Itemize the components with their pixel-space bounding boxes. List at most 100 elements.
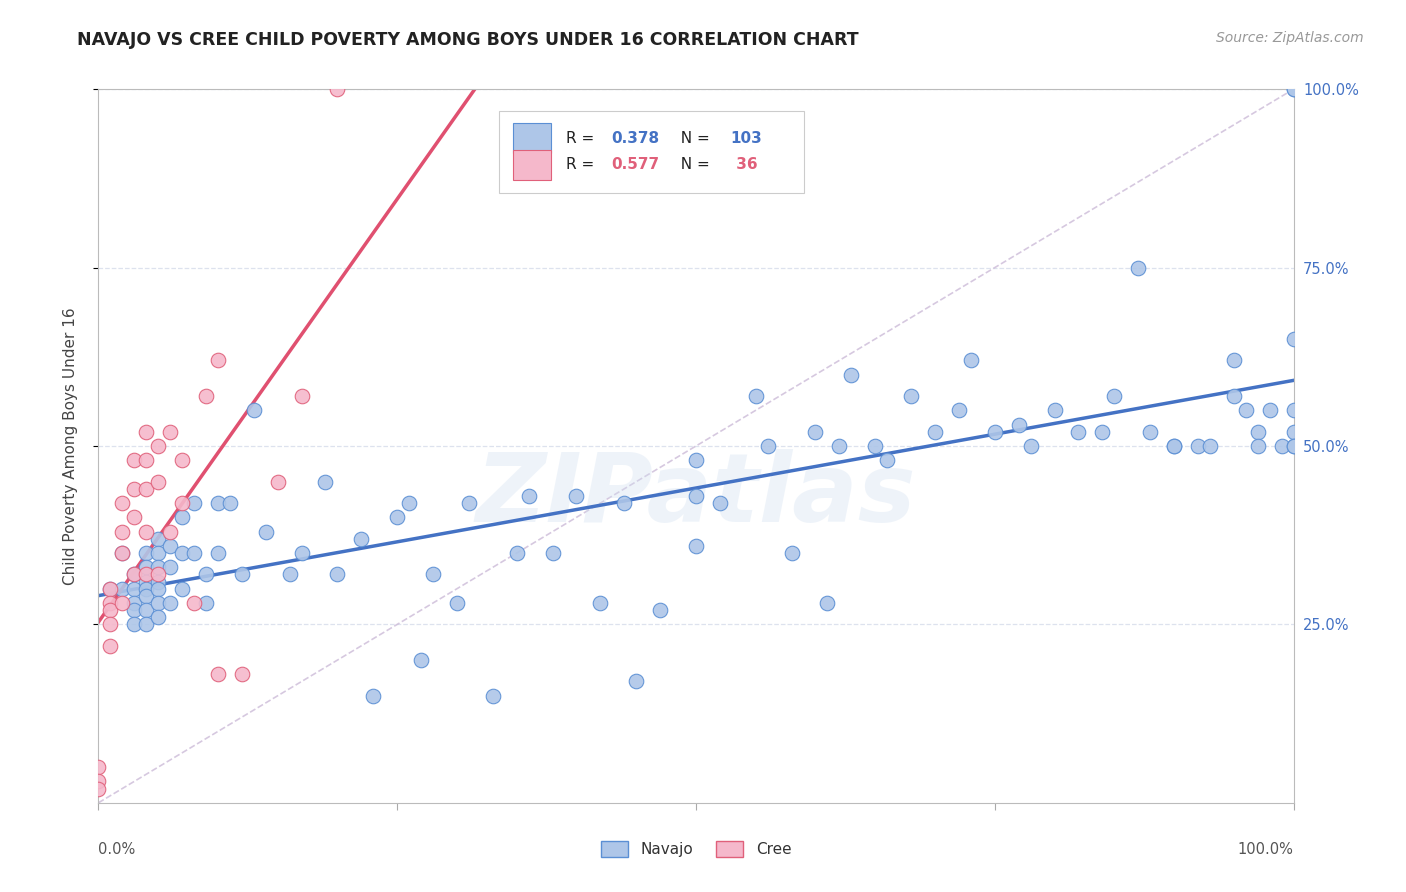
Point (159, 524, 181, 539)
Point (1067, 425, 1090, 439)
Point (98, 617, 122, 632)
Point (135, 603, 157, 617)
FancyBboxPatch shape (499, 111, 804, 193)
Point (159, 425, 181, 439)
Point (1271, 439, 1294, 453)
Point (876, 453, 898, 467)
Point (1163, 439, 1185, 453)
Point (278, 567, 301, 582)
Point (148, 582, 170, 596)
Text: N =: N = (671, 131, 714, 146)
Point (326, 82, 349, 96)
Point (135, 617, 157, 632)
Point (1008, 417, 1031, 432)
Point (291, 389, 314, 403)
Point (326, 567, 349, 582)
Point (98, 582, 122, 596)
Point (1282, 425, 1305, 439)
Point (111, 582, 134, 596)
Point (159, 560, 181, 574)
Text: Source: ZipAtlas.com: Source: ZipAtlas.com (1216, 31, 1364, 45)
Point (756, 439, 779, 453)
Point (148, 532, 170, 546)
Point (135, 582, 157, 596)
Point (111, 546, 134, 560)
Point (350, 532, 373, 546)
Point (1223, 389, 1246, 403)
Point (1282, 82, 1305, 96)
Point (148, 567, 170, 582)
Point (1282, 82, 1305, 96)
Point (172, 510, 194, 524)
Point (1091, 425, 1114, 439)
Text: N =: N = (671, 157, 714, 172)
Point (148, 560, 170, 574)
Point (124, 582, 146, 596)
Point (315, 475, 337, 489)
Point (135, 574, 157, 589)
Point (960, 353, 983, 368)
Point (828, 439, 851, 453)
FancyBboxPatch shape (513, 123, 551, 153)
Point (98, 596, 122, 610)
Point (685, 453, 707, 467)
Point (900, 389, 922, 403)
Point (207, 496, 229, 510)
Point (1187, 439, 1209, 453)
Point (124, 453, 146, 467)
Point (254, 524, 277, 539)
Point (124, 603, 146, 617)
Point (159, 539, 181, 553)
Point (207, 546, 229, 560)
Point (506, 546, 529, 560)
Point (98, 582, 122, 596)
Point (135, 453, 157, 467)
Text: NAVAJO VS CREE CHILD POVERTY AMONG BOYS UNDER 16 CORRELATION CHART: NAVAJO VS CREE CHILD POVERTY AMONG BOYS … (77, 31, 859, 49)
Point (183, 496, 205, 510)
Text: R =: R = (565, 131, 599, 146)
Point (148, 574, 170, 589)
Point (398, 496, 420, 510)
Point (1104, 389, 1126, 403)
Point (626, 674, 648, 689)
Point (183, 546, 205, 560)
Point (124, 567, 146, 582)
Point (172, 582, 194, 596)
Text: 100.0%: 100.0% (1237, 842, 1294, 857)
Point (363, 689, 385, 703)
Point (685, 539, 707, 553)
Point (780, 546, 803, 560)
Point (1247, 439, 1270, 453)
Point (709, 496, 731, 510)
Point (87, 774, 110, 789)
Point (172, 453, 194, 467)
Point (1282, 439, 1305, 453)
Legend: Navajo, Cree: Navajo, Cree (595, 835, 797, 863)
Point (589, 596, 612, 610)
FancyBboxPatch shape (513, 150, 551, 180)
Point (804, 425, 827, 439)
Point (195, 389, 218, 403)
Point (159, 596, 181, 610)
Point (148, 610, 170, 624)
Text: 103: 103 (731, 131, 762, 146)
Point (98, 603, 122, 617)
Point (87, 781, 110, 796)
Point (231, 567, 253, 582)
Point (924, 425, 946, 439)
Point (148, 439, 170, 453)
Text: ZIPatlas: ZIPatlas (475, 450, 917, 542)
Point (87, 760, 110, 774)
Point (1199, 439, 1222, 453)
Point (1282, 439, 1305, 453)
Y-axis label: Child Poverty Among Boys Under 16: Child Poverty Among Boys Under 16 (63, 307, 77, 585)
Point (148, 596, 170, 610)
Point (243, 403, 266, 417)
Point (613, 496, 636, 510)
Point (172, 546, 194, 560)
Point (195, 567, 218, 582)
Point (1163, 439, 1185, 453)
Point (148, 546, 170, 560)
Point (183, 596, 205, 610)
Point (172, 496, 194, 510)
